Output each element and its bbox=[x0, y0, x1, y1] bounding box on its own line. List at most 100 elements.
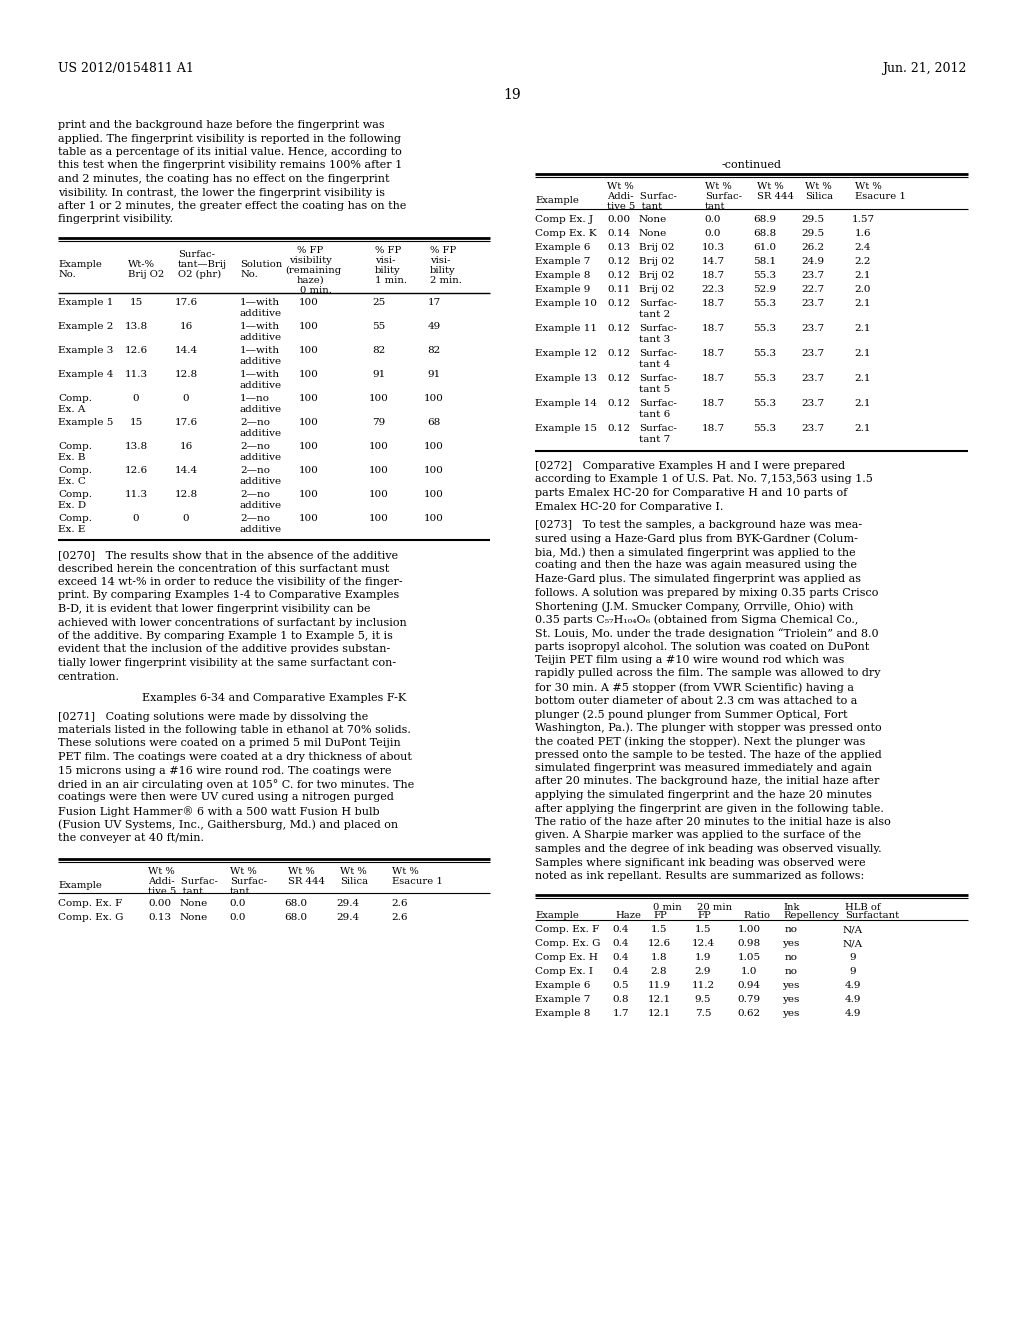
Text: These solutions were coated on a primed 5 mil DuPont Teijin: These solutions were coated on a primed … bbox=[58, 738, 400, 748]
Text: tant 3: tant 3 bbox=[639, 335, 671, 345]
Text: Comp. Ex. F: Comp. Ex. F bbox=[535, 925, 599, 935]
Text: 0.4: 0.4 bbox=[612, 925, 630, 935]
Text: Example 12: Example 12 bbox=[535, 348, 597, 358]
Text: exceed 14 wt-% in order to reduce the visibility of the finger-: exceed 14 wt-% in order to reduce the vi… bbox=[58, 577, 402, 587]
Text: 100: 100 bbox=[369, 442, 389, 451]
Text: Emalex HC-20 for Comparative I.: Emalex HC-20 for Comparative I. bbox=[535, 502, 723, 511]
Text: 55.3: 55.3 bbox=[754, 424, 776, 433]
Text: tant 5: tant 5 bbox=[639, 385, 671, 393]
Text: bility: bility bbox=[430, 267, 456, 275]
Text: SR 444: SR 444 bbox=[288, 876, 325, 886]
Text: (Fusion UV Systems, Inc., Gaithersburg, Md.) and placed on: (Fusion UV Systems, Inc., Gaithersburg, … bbox=[58, 820, 398, 830]
Text: Wt-%: Wt-% bbox=[128, 260, 155, 269]
Text: 4.9: 4.9 bbox=[845, 982, 861, 990]
Text: Example: Example bbox=[58, 880, 101, 890]
Text: 100: 100 bbox=[424, 513, 444, 523]
Text: Brij 02: Brij 02 bbox=[639, 257, 675, 267]
Text: Example 8: Example 8 bbox=[535, 1010, 591, 1019]
Text: 0.12: 0.12 bbox=[607, 348, 630, 358]
Text: Haze: Haze bbox=[615, 912, 641, 920]
Text: 29.4: 29.4 bbox=[337, 912, 359, 921]
Text: None: None bbox=[639, 228, 668, 238]
Text: 0.13: 0.13 bbox=[607, 243, 630, 252]
Text: 100: 100 bbox=[369, 393, 389, 403]
Text: 0.0: 0.0 bbox=[229, 912, 246, 921]
Text: None: None bbox=[639, 215, 668, 224]
Text: Example 14: Example 14 bbox=[535, 399, 597, 408]
Text: 18.7: 18.7 bbox=[701, 348, 725, 358]
Text: 15: 15 bbox=[129, 418, 142, 426]
Text: 1—with: 1—with bbox=[240, 370, 281, 379]
Text: Comp. Ex. G: Comp. Ex. G bbox=[535, 940, 600, 949]
Text: 29.4: 29.4 bbox=[337, 899, 359, 908]
Text: simulated fingerprint was measured immediately and again: simulated fingerprint was measured immed… bbox=[535, 763, 872, 774]
Text: N/A: N/A bbox=[843, 925, 863, 935]
Text: 91: 91 bbox=[427, 370, 440, 379]
Text: 4.9: 4.9 bbox=[845, 995, 861, 1005]
Text: 0.35 parts C₅₇H₁₀₄O₆ (obtained from Sigma Chemical Co.,: 0.35 parts C₅₇H₁₀₄O₆ (obtained from Sigm… bbox=[535, 615, 858, 626]
Text: samples and the degree of ink beading was observed visually.: samples and the degree of ink beading wa… bbox=[535, 843, 882, 854]
Text: 100: 100 bbox=[299, 346, 318, 355]
Text: 2.1: 2.1 bbox=[855, 399, 871, 408]
Text: table as a percentage of its initial value. Hence, according to: table as a percentage of its initial val… bbox=[58, 147, 401, 157]
Text: 55.3: 55.3 bbox=[754, 348, 776, 358]
Text: the coated PET (inking the stopper). Next the plunger was: the coated PET (inking the stopper). Nex… bbox=[535, 737, 865, 747]
Text: 13.8: 13.8 bbox=[125, 322, 147, 331]
Text: of the additive. By comparing Example 1 to Example 5, it is: of the additive. By comparing Example 1 … bbox=[58, 631, 393, 642]
Text: Addi-  Surfac-: Addi- Surfac- bbox=[607, 191, 677, 201]
Text: 24.9: 24.9 bbox=[802, 257, 824, 267]
Text: Comp.: Comp. bbox=[58, 442, 92, 451]
Text: 17.6: 17.6 bbox=[174, 298, 198, 308]
Text: additive: additive bbox=[240, 381, 283, 389]
Text: HLB of: HLB of bbox=[845, 903, 881, 912]
Text: Haze-Gard plus. The simulated fingerprint was applied as: Haze-Gard plus. The simulated fingerprin… bbox=[535, 574, 861, 583]
Text: 14.7: 14.7 bbox=[701, 257, 725, 267]
Text: 2.1: 2.1 bbox=[855, 271, 871, 280]
Text: 58.1: 58.1 bbox=[754, 257, 776, 267]
Text: Wt %: Wt % bbox=[340, 866, 367, 875]
Text: 14.4: 14.4 bbox=[174, 466, 198, 475]
Text: 18.7: 18.7 bbox=[701, 271, 725, 280]
Text: 0.62: 0.62 bbox=[737, 1010, 761, 1019]
Text: 55: 55 bbox=[373, 322, 386, 331]
Text: Example 10: Example 10 bbox=[535, 300, 597, 308]
Text: 14.4: 14.4 bbox=[174, 346, 198, 355]
Text: 23.7: 23.7 bbox=[802, 348, 824, 358]
Text: yes: yes bbox=[782, 940, 800, 949]
Text: 100: 100 bbox=[299, 490, 318, 499]
Text: coatings were then were UV cured using a nitrogen purged: coatings were then were UV cured using a… bbox=[58, 792, 394, 803]
Text: 0 min.: 0 min. bbox=[300, 286, 332, 294]
Text: FP: FP bbox=[697, 912, 711, 920]
Text: % FP: % FP bbox=[430, 246, 457, 255]
Text: % FP: % FP bbox=[297, 246, 324, 255]
Text: 0.98: 0.98 bbox=[737, 940, 761, 949]
Text: 0.00: 0.00 bbox=[607, 215, 630, 224]
Text: additive: additive bbox=[240, 525, 283, 535]
Text: 26.2: 26.2 bbox=[802, 243, 824, 252]
Text: Wt %: Wt % bbox=[757, 182, 783, 191]
Text: 1—with: 1—with bbox=[240, 298, 281, 308]
Text: tant—Brij: tant—Brij bbox=[178, 260, 227, 269]
Text: 100: 100 bbox=[299, 466, 318, 475]
Text: 12.8: 12.8 bbox=[174, 370, 198, 379]
Text: additive: additive bbox=[240, 453, 283, 462]
Text: % FP: % FP bbox=[375, 246, 401, 255]
Text: Ratio: Ratio bbox=[743, 912, 770, 920]
Text: 55.3: 55.3 bbox=[754, 300, 776, 308]
Text: tant: tant bbox=[705, 202, 725, 211]
Text: US 2012/0154811 A1: US 2012/0154811 A1 bbox=[58, 62, 194, 75]
Text: Example 2: Example 2 bbox=[58, 322, 114, 331]
Text: Surfac-: Surfac- bbox=[178, 249, 215, 259]
Text: plunger (2.5 pound plunger from Summer Optical, Fort: plunger (2.5 pound plunger from Summer O… bbox=[535, 709, 848, 719]
Text: Surfac-: Surfac- bbox=[705, 191, 742, 201]
Text: Shortening (J.M. Smucker Company, Orrville, Ohio) with: Shortening (J.M. Smucker Company, Orrvil… bbox=[535, 601, 853, 611]
Text: parts isopropyl alcohol. The solution was coated on DuPont: parts isopropyl alcohol. The solution wa… bbox=[535, 642, 869, 652]
Text: after 1 or 2 minutes, the greater effect the coating has on the: after 1 or 2 minutes, the greater effect… bbox=[58, 201, 407, 211]
Text: 1.5: 1.5 bbox=[694, 925, 712, 935]
Text: 100: 100 bbox=[424, 466, 444, 475]
Text: Comp Ex. K: Comp Ex. K bbox=[535, 228, 597, 238]
Text: 2.9: 2.9 bbox=[694, 968, 712, 977]
Text: tant: tant bbox=[230, 887, 251, 895]
Text: 2 min.: 2 min. bbox=[430, 276, 462, 285]
Text: 2.4: 2.4 bbox=[855, 243, 871, 252]
